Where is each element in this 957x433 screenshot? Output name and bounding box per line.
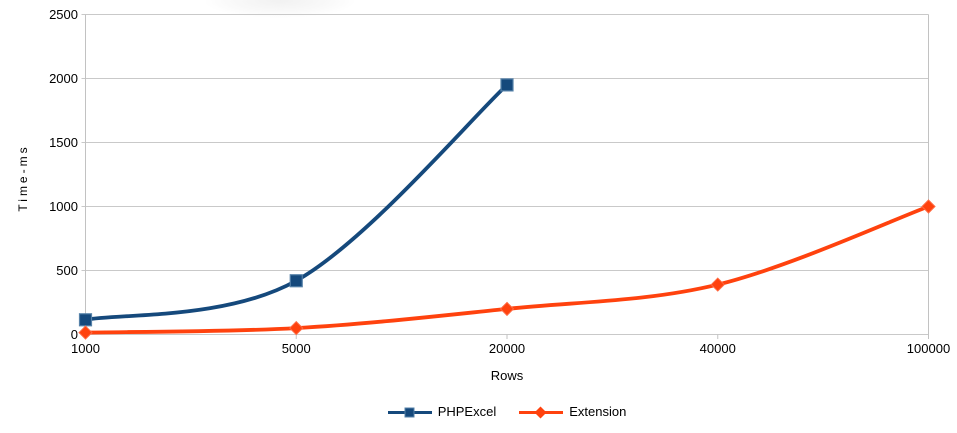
y-tick-label-1500: 1500: [49, 134, 78, 150]
legend: PHPExcel Extension: [85, 405, 928, 419]
legend-marker-phpexcel-square-icon: [387, 407, 432, 417]
marker-diamond-extension-5000: [289, 320, 304, 336]
y-tick-label-0: 0: [70, 326, 78, 342]
legend-item-phpexcel: PHPExcel: [387, 404, 497, 419]
y-tick-label-2000: 2000: [49, 70, 78, 86]
marker-square-phpexcel-5000: [289, 274, 303, 288]
x-tick-label-100000: 100000: [906, 341, 951, 356]
y-axis-title: Time-ms: [16, 144, 30, 212]
x-tick-label-1000: 1000: [71, 341, 100, 356]
marker-square-phpexcel-1000: [78, 313, 93, 327]
x-axis-title: Rows: [490, 368, 524, 383]
marker-diamond-extension-1000: [78, 325, 93, 340]
y-tick-label-1000: 1000: [49, 198, 78, 214]
marker-diamond-extension-20000: [499, 301, 515, 317]
legend-item-extension: Extension: [518, 405, 626, 419]
legend-label-phpexcel: PHPExcel: [437, 404, 497, 419]
marker-diamond-extension-40000: [710, 277, 725, 292]
marker-diamond-extension-100000: [921, 199, 936, 214]
legend-label-extension: Extension: [569, 404, 627, 419]
x-tick-label-5000: 5000: [281, 341, 311, 356]
y-tick-label-500: 500: [56, 262, 78, 278]
legend-marker-extension-diamond-icon: [519, 406, 564, 418]
x-tick-label-20000: 20000: [488, 341, 526, 356]
x-tick-label-40000: 40000: [699, 341, 736, 356]
y-tick-label-2500: 2500: [49, 6, 78, 22]
marker-square-phpexcel-20000: [500, 78, 514, 92]
